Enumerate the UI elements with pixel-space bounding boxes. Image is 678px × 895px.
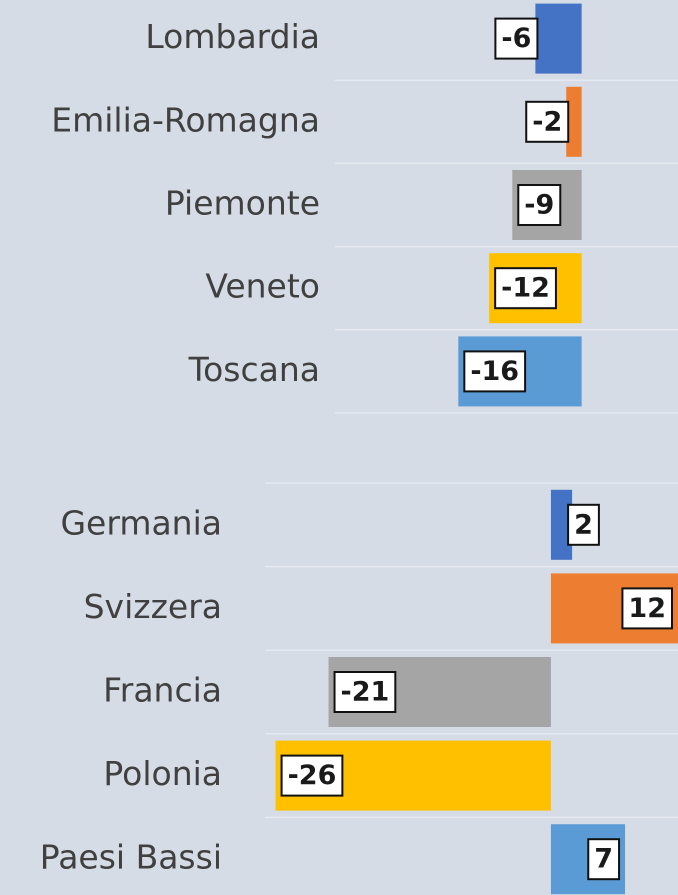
data-label-text: -2: [532, 106, 562, 137]
data-label: -16: [463, 350, 527, 393]
data-label-box: [587, 838, 621, 881]
data-label: -21: [333, 671, 397, 713]
category-label: Paesi Bassi: [40, 838, 222, 877]
category-label: Svizzera: [84, 587, 222, 626]
data-label-text: -9: [524, 190, 554, 221]
data-label: -9: [517, 184, 562, 226]
category-label: Lombardia: [145, 17, 320, 56]
category-label: Germania: [60, 503, 222, 542]
category-label: Piemonte: [165, 184, 320, 223]
data-label: 2: [567, 503, 600, 546]
data-label: -26: [280, 754, 344, 797]
data-label-box: [494, 267, 557, 310]
data-label-text: 12: [628, 593, 666, 624]
data-label-text: 7: [594, 844, 613, 875]
data-label-box: [333, 671, 397, 713]
bar: [535, 3, 582, 74]
data-label-box: [525, 100, 570, 143]
data-label-box: [567, 503, 600, 546]
data-label-box: [280, 754, 344, 797]
bar: [550, 489, 573, 560]
category-label: Polonia: [103, 754, 222, 793]
data-label-text: -6: [501, 23, 531, 54]
category-label: Veneto: [205, 267, 320, 306]
data-label-box: [494, 17, 539, 60]
data-label: -2: [525, 100, 570, 143]
data-label-box: [463, 350, 527, 393]
data-label-box: [621, 587, 673, 630]
data-label: 7: [587, 838, 621, 881]
data-label-text: -12: [501, 273, 550, 304]
bar: [566, 86, 582, 157]
data-label-text: -16: [470, 356, 519, 387]
data-label-text: -21: [341, 677, 390, 708]
category-label: Toscana: [188, 350, 320, 389]
category-label: Emilia-Romagna: [51, 100, 320, 139]
category-label: Francia: [103, 671, 222, 710]
data-label-text: 2: [574, 509, 593, 540]
data-label-text: -26: [288, 760, 337, 791]
data-label: -6: [494, 17, 539, 60]
data-label: 12: [621, 587, 673, 630]
data-label: -12: [494, 267, 557, 310]
data-label-box: [517, 184, 562, 226]
